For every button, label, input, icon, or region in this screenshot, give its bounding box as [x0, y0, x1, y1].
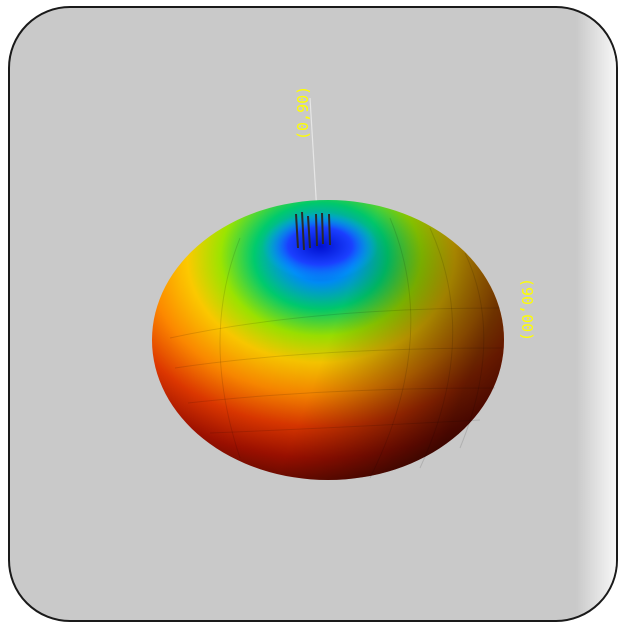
horizontal-axis-label: (90,00) — [518, 278, 536, 341]
radiation-pattern-3d: (0,90) (90,00) — [152, 86, 536, 480]
torus-hole — [262, 212, 378, 280]
torus-shading — [152, 200, 504, 480]
plot-frame: (0,90) (90,00) — [8, 6, 618, 622]
feed-element-icon — [295, 211, 331, 251]
surface-facets — [169, 217, 503, 479]
vertical-axis-label: (0,90) — [294, 86, 312, 140]
